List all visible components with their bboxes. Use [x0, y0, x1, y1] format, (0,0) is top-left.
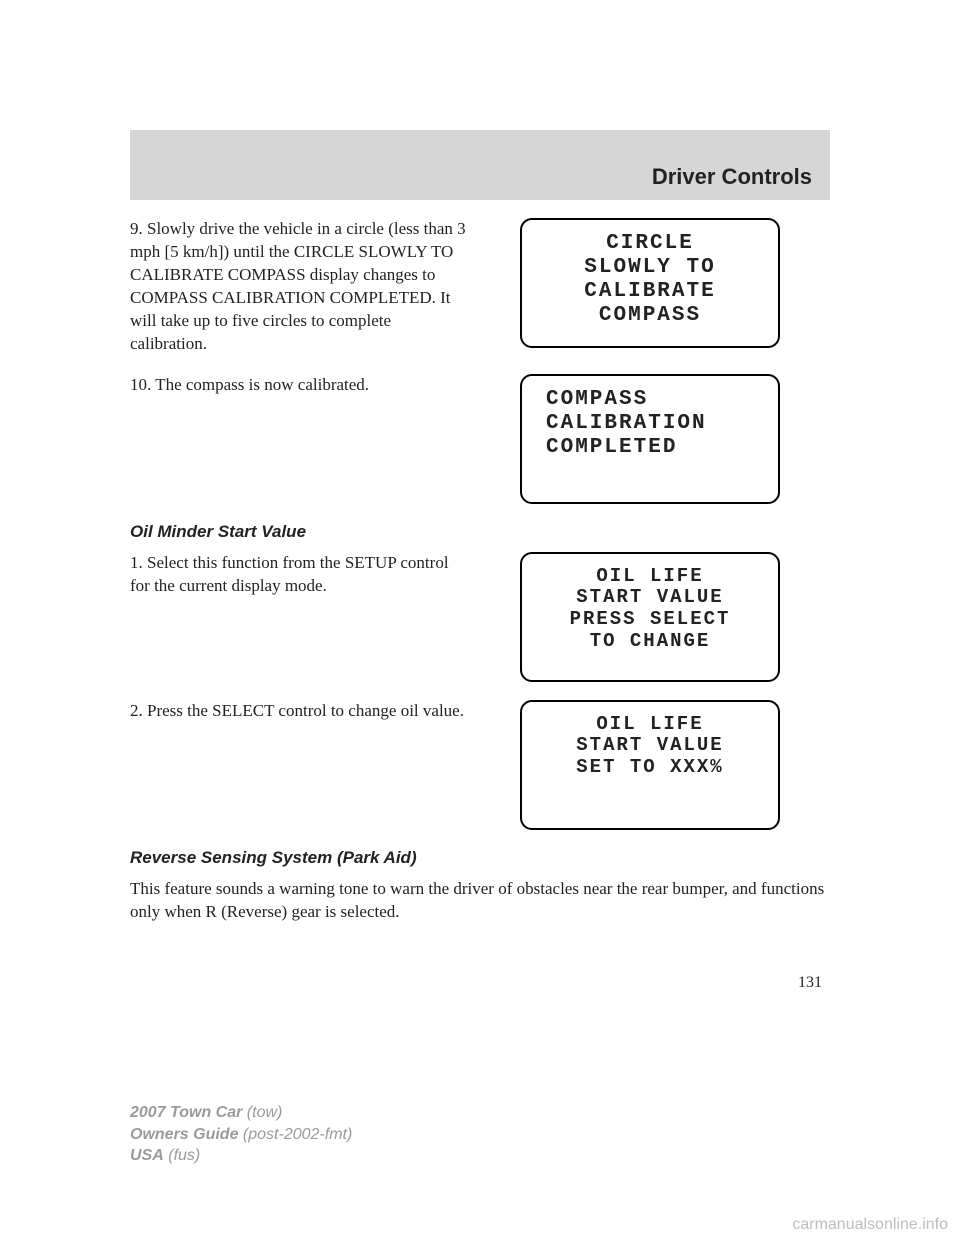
oil-step-1-display-wrap: OIL LIFE START VALUE PRESS SELECT TO CHA… [520, 552, 790, 682]
display-line: START VALUE [576, 587, 723, 609]
step-9-row: 9. Slowly drive the vehicle in a circle … [130, 218, 830, 356]
step-10-text: 10. The compass is now calibrated. [130, 374, 480, 397]
display-line: CIRCLE [606, 232, 694, 256]
step-10-display-wrap: COMPASS CALIBRATION COMPLETED [520, 374, 790, 504]
display-line: CALIBRATION [546, 412, 707, 436]
display-line: COMPLETED [546, 436, 677, 460]
footer-code: (tow) [247, 1104, 283, 1121]
oil-step-2-display-wrap: OIL LIFE START VALUE SET TO XXX% [520, 700, 790, 830]
oil-step-1-row: 1. Select this function from the SETUP c… [130, 552, 830, 682]
oil-step-2-text: 2. Press the SELECT control to change oi… [130, 700, 480, 723]
footer-line-2: Owners Guide (post-2002-fmt) [130, 1124, 352, 1146]
page-content: Driver Controls 9. Slowly drive the vehi… [130, 130, 830, 992]
section-title: Driver Controls [652, 164, 812, 190]
display-oil-life-select: OIL LIFE START VALUE PRESS SELECT TO CHA… [520, 552, 780, 682]
footer-block: 2007 Town Car (tow) Owners Guide (post-2… [130, 1102, 352, 1167]
oil-step-2-row: 2. Press the SELECT control to change oi… [130, 700, 830, 830]
display-line: COMPASS [599, 304, 701, 328]
watermark-text: carmanualsonline.info [792, 1216, 948, 1234]
step-9-text: 9. Slowly drive the vehicle in a circle … [130, 218, 480, 356]
footer-fus: (fus) [168, 1147, 200, 1164]
footer-model: 2007 Town Car [130, 1104, 242, 1121]
reverse-sensing-para: This feature sounds a warning tone to wa… [130, 878, 830, 924]
oil-minder-heading: Oil Minder Start Value [130, 522, 830, 542]
page-number: 131 [130, 974, 830, 992]
display-oil-life-set: OIL LIFE START VALUE SET TO XXX% [520, 700, 780, 830]
footer-line-1: 2007 Town Car (tow) [130, 1102, 352, 1124]
display-circle-slowly: CIRCLE SLOWLY TO CALIBRATE COMPASS [520, 218, 780, 348]
step-9-display-wrap: CIRCLE SLOWLY TO CALIBRATE COMPASS [520, 218, 790, 348]
footer-line-3: USA (fus) [130, 1145, 352, 1167]
display-line: OIL LIFE [596, 714, 703, 736]
reverse-sensing-heading: Reverse Sensing System (Park Aid) [130, 848, 830, 868]
step-10-row: 10. The compass is now calibrated. COMPA… [130, 374, 830, 504]
display-line: SET TO XXX% [576, 757, 723, 779]
display-line: COMPASS [546, 388, 648, 412]
footer-region: USA [130, 1147, 164, 1164]
footer-guide: Owners Guide [130, 1126, 238, 1143]
display-line: PRESS SELECT [570, 609, 731, 631]
display-line: START VALUE [576, 735, 723, 757]
display-line: CALIBRATE [584, 280, 715, 304]
display-line: OIL LIFE [596, 566, 703, 588]
footer-fmt: (post-2002-fmt) [243, 1126, 352, 1143]
display-compass-completed: COMPASS CALIBRATION COMPLETED [520, 374, 780, 504]
oil-step-1-text: 1. Select this function from the SETUP c… [130, 552, 480, 598]
display-line: SLOWLY TO [584, 256, 715, 280]
display-line: TO CHANGE [590, 631, 711, 653]
header-bar: Driver Controls [130, 130, 830, 200]
